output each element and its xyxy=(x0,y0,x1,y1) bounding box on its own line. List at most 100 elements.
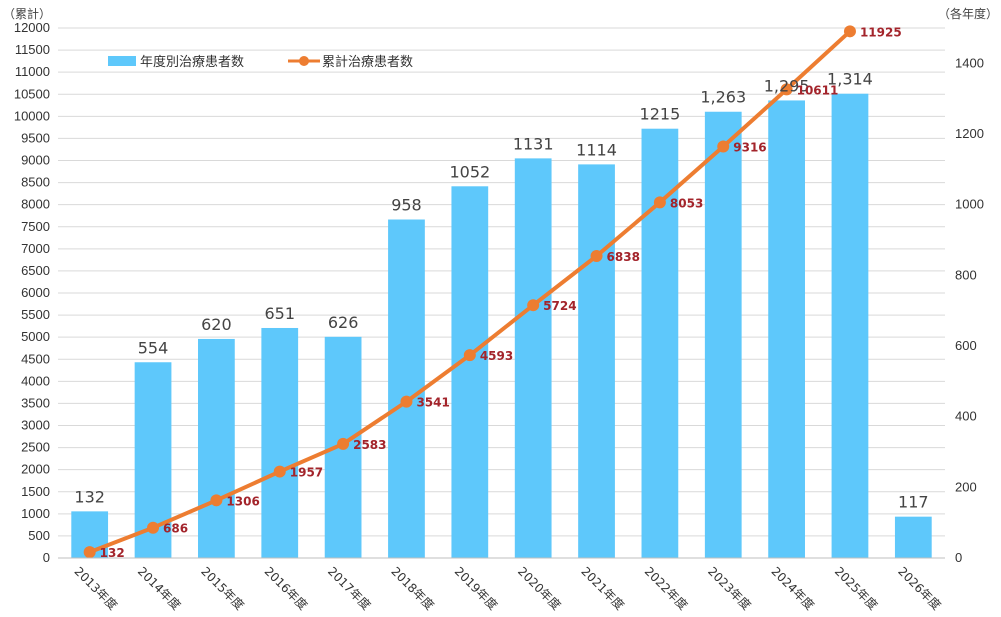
bar-value-label: 117 xyxy=(898,493,929,512)
left-tick-label: 4500 xyxy=(21,351,50,366)
left-tick-label: 1500 xyxy=(21,484,50,499)
bar-value-label: 1215 xyxy=(640,105,681,124)
left-tick-label: 2000 xyxy=(21,462,50,477)
left-tick-label: 10500 xyxy=(14,86,50,101)
left-tick-label: 1000 xyxy=(21,506,50,521)
bar-value-label: 651 xyxy=(264,304,295,323)
right-tick-label: 800 xyxy=(955,267,977,282)
line-point xyxy=(717,140,730,153)
line-point xyxy=(527,299,540,312)
x-tick-label: 2025年度 xyxy=(832,564,881,613)
bar-value-label: 620 xyxy=(201,315,232,334)
bar-value-label: 958 xyxy=(391,196,422,215)
line-point xyxy=(590,249,603,262)
legend-bar-swatch xyxy=(108,56,136,66)
left-tick-label: 12000 xyxy=(14,20,50,35)
left-tick-label: 7500 xyxy=(21,219,50,234)
right-tick-label: 1000 xyxy=(955,197,984,212)
line-point xyxy=(780,83,793,96)
line-value-label: 4593 xyxy=(480,349,513,363)
right-tick-label: 400 xyxy=(955,409,977,424)
left-axis-title: （累計） xyxy=(3,6,51,21)
line-point xyxy=(463,349,476,362)
line-value-label: 132 xyxy=(100,546,125,560)
legend-line-marker xyxy=(299,56,309,66)
legend-bar-label: 年度別治療患者数 xyxy=(140,54,244,70)
x-tick-label: 2020年度 xyxy=(515,564,564,613)
right-tick-label: 1200 xyxy=(955,126,984,141)
legend-line-label: 累計治療患者数 xyxy=(322,54,413,70)
x-tick-label: 2023年度 xyxy=(705,564,754,613)
line-value-label: 5724 xyxy=(543,299,576,313)
left-tick-label: 6000 xyxy=(21,285,50,300)
bar xyxy=(578,164,615,559)
x-tick-label: 2024年度 xyxy=(768,564,817,613)
bar xyxy=(704,111,742,559)
line-point xyxy=(273,465,286,478)
left-tick-label: 3500 xyxy=(21,395,50,410)
x-tick-label: 2026年度 xyxy=(895,564,944,613)
bar-value-label: 1052 xyxy=(449,162,490,181)
right-tick-label: 1400 xyxy=(955,55,984,70)
bar-series xyxy=(71,93,932,559)
x-tick-label: 2017年度 xyxy=(325,564,374,613)
x-tick-label: 2021年度 xyxy=(578,564,627,613)
line-series xyxy=(83,25,856,559)
left-tick-label: 9000 xyxy=(21,153,50,168)
left-tick-label: 7000 xyxy=(21,241,50,256)
x-tick-label: 2018年度 xyxy=(388,564,437,613)
bar xyxy=(388,219,425,559)
x-tick-label: 2022年度 xyxy=(642,564,691,613)
x-tick-label: 2016年度 xyxy=(262,564,311,613)
line-value-label: 6838 xyxy=(607,250,640,264)
x-tick-label: 2013年度 xyxy=(72,564,121,613)
bar xyxy=(768,100,805,558)
left-tick-label: 500 xyxy=(28,528,50,543)
line-value-label: 686 xyxy=(163,522,188,536)
bar-value-label: 554 xyxy=(138,338,169,357)
gridlines xyxy=(58,27,945,559)
line-point xyxy=(400,395,413,408)
line-value-label: 2583 xyxy=(353,438,386,452)
bar-value-label: 1,295 xyxy=(764,76,810,95)
left-tick-label: 2500 xyxy=(21,440,50,455)
line-value-label: 1306 xyxy=(226,494,259,508)
bar-value-label: 1,314 xyxy=(827,70,873,89)
line-value-label: 3541 xyxy=(416,396,449,410)
right-tick-label: 200 xyxy=(955,479,977,494)
left-tick-label: 6500 xyxy=(21,263,50,278)
left-tick-label: 5500 xyxy=(21,307,50,322)
line-point xyxy=(653,196,666,209)
left-tick-label: 0 xyxy=(43,550,50,565)
left-tick-label: 3000 xyxy=(21,418,50,433)
line-point xyxy=(210,494,223,507)
right-tick-label: 600 xyxy=(955,338,977,353)
bar xyxy=(831,93,869,558)
line-value-label: 11925 xyxy=(860,25,902,39)
bar-value-label: 1131 xyxy=(513,134,554,153)
left-tick-label: 8500 xyxy=(21,175,50,190)
left-tick-label: 11000 xyxy=(15,64,50,79)
bar-value-label: 1,263 xyxy=(700,88,746,107)
bar xyxy=(261,327,299,558)
line-value-label: 10611 xyxy=(797,83,839,97)
legend: 年度別治療患者数 累計治療患者数 xyxy=(108,54,413,70)
line-point xyxy=(843,25,856,38)
x-tick-label: 2015年度 xyxy=(198,564,247,613)
right-tick-label: 0 xyxy=(955,550,962,565)
line-point xyxy=(337,437,350,450)
bar xyxy=(451,186,489,558)
line-value-label: 9316 xyxy=(733,141,766,155)
x-tick-label: 2019年度 xyxy=(452,564,501,613)
bar-value-label: 132 xyxy=(74,487,105,506)
left-tick-label: 11500 xyxy=(15,42,50,57)
right-axis-title: （各年度） xyxy=(938,6,998,21)
left-tick-label: 9500 xyxy=(21,130,50,145)
left-tick-label: 10000 xyxy=(14,108,50,123)
bar xyxy=(894,516,932,558)
data-labels: 132 554 620 651 626 958 1052 1131 1114 1215 1,263 1… xyxy=(74,25,928,560)
line-point xyxy=(83,546,96,559)
bar xyxy=(198,338,235,558)
